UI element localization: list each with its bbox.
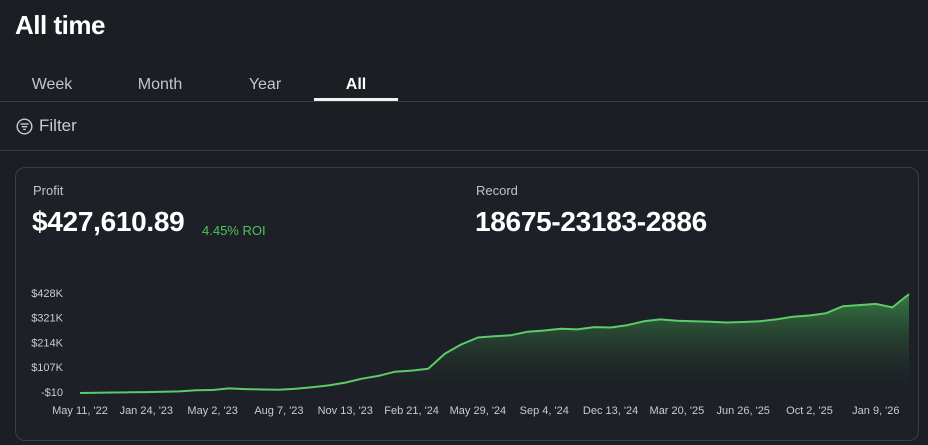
- x-tick-label: Jun 26, '25: [716, 405, 769, 417]
- x-tick-label: Aug 7, '23: [254, 405, 303, 417]
- x-tick-label: Sep 4, '24: [520, 405, 569, 417]
- tab[interactable]: Week: [31, 76, 73, 93]
- x-tick-label: May 11, '22: [52, 405, 108, 417]
- x-tick-label: Jan 9, '26: [852, 405, 899, 417]
- tab[interactable]: Month: [137, 76, 183, 93]
- stats-card: [15, 167, 919, 441]
- profit-line: [79, 293, 910, 394]
- y-tick-label: $428K: [31, 288, 63, 300]
- x-tick-label: Jan 24, '23: [120, 405, 173, 417]
- x-tick-label: Feb 21, '24: [384, 405, 439, 417]
- x-tick-label: Mar 20, '25: [650, 405, 705, 417]
- x-tick-label: May 2, '23: [187, 405, 237, 417]
- separator: [0, 101, 928, 102]
- y-tick-label: -$10: [41, 387, 63, 399]
- tab-underline: [314, 98, 398, 101]
- tab-active[interactable]: All: [345, 76, 367, 93]
- profit-value: $427,610.89: [32, 206, 185, 237]
- record-label: Record: [476, 183, 518, 198]
- x-tick-label: Oct 2, '25: [786, 405, 833, 417]
- y-tick-label: $214K: [31, 337, 63, 349]
- x-tick-label: Nov 13, '23: [318, 405, 373, 417]
- roi: 4.45% ROI: [202, 223, 266, 238]
- separator: [0, 150, 928, 151]
- area-fill: [80, 294, 909, 393]
- profit-label: Profit: [33, 183, 64, 198]
- record-value: 18675-23183-2886: [475, 206, 707, 237]
- filter-button[interactable]: Filter: [16, 116, 77, 136]
- y-tick-label: $321K: [31, 313, 63, 325]
- x-tick-label: Dec 13, '24: [583, 405, 638, 417]
- y-tick-label: $107K: [31, 362, 63, 374]
- filter-icon: [16, 117, 33, 135]
- tab[interactable]: Year: [248, 76, 282, 93]
- filter-label: Filter: [39, 116, 77, 135]
- page-title: All time: [15, 10, 105, 40]
- x-tick-label: May 29, '24: [450, 405, 507, 417]
